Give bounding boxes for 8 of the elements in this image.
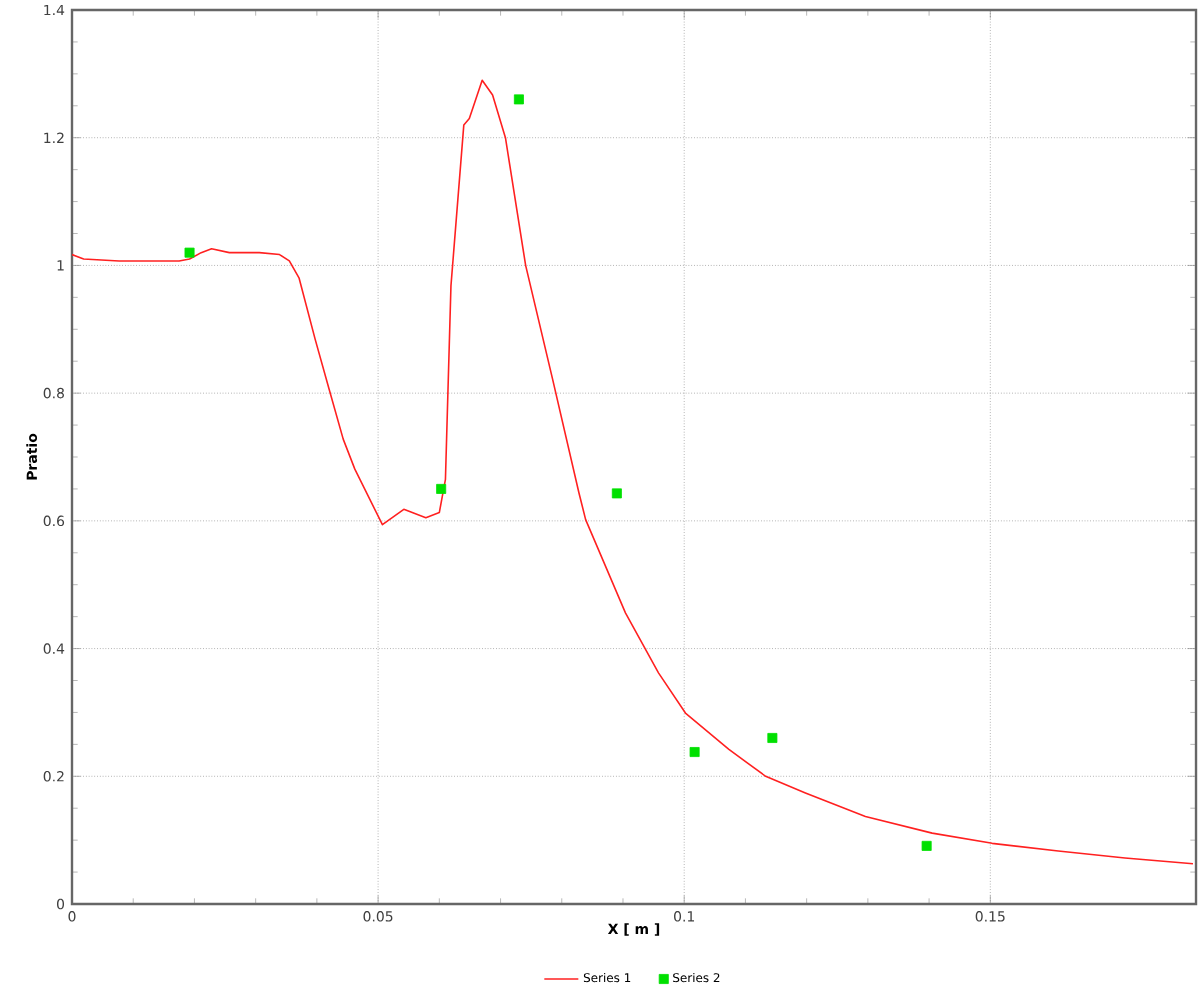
point [611, 488, 622, 499]
point [767, 732, 778, 743]
point [184, 247, 195, 258]
point [921, 840, 932, 851]
point [689, 747, 700, 757]
line-series [72, 79, 1194, 865]
point [436, 483, 447, 494]
point [513, 94, 524, 105]
